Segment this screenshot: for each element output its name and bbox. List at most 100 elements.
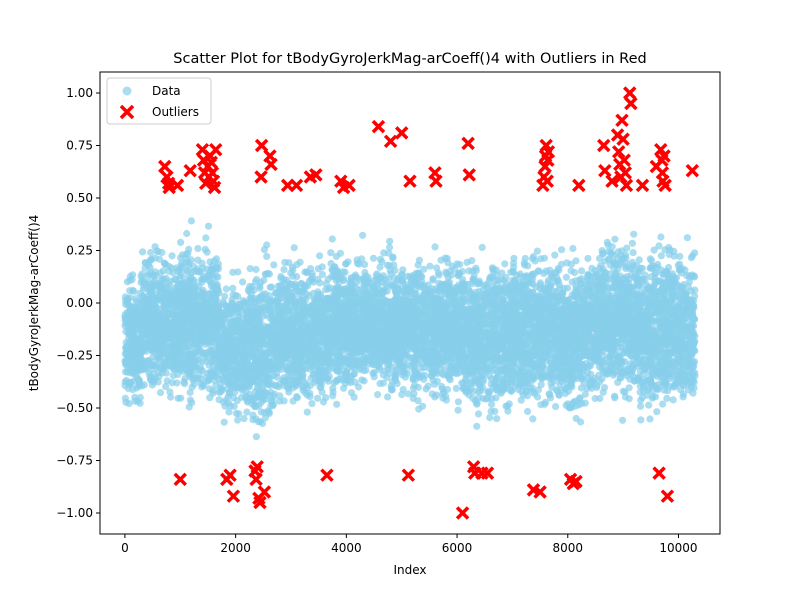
data-point: [194, 344, 202, 352]
data-point: [184, 309, 192, 317]
data-point: [350, 370, 358, 378]
data-point: [364, 319, 372, 327]
data-point: [195, 327, 203, 335]
data-point: [332, 252, 340, 261]
data-point: [348, 321, 356, 329]
data-point: [318, 263, 326, 271]
data-point: [265, 375, 273, 383]
data-point: [211, 295, 219, 303]
data-point: [289, 322, 297, 330]
data-point: [225, 408, 233, 416]
data-point: [360, 367, 368, 375]
data-point: [236, 320, 244, 328]
data-point: [358, 376, 366, 384]
data-point: [299, 382, 307, 391]
data-point: [283, 383, 291, 391]
data-point: [335, 358, 343, 366]
data-point: [387, 270, 395, 278]
data-point: [319, 398, 328, 406]
data-point: [253, 369, 261, 377]
data-point: [300, 365, 308, 374]
data-point: [196, 308, 204, 316]
data-point: [339, 332, 347, 340]
data-point: [233, 397, 241, 405]
data-point: [151, 254, 159, 262]
data-point: [370, 335, 378, 343]
data-point: [402, 285, 410, 293]
data-point: [271, 311, 279, 319]
data-point: [206, 394, 214, 402]
data-point: [164, 311, 172, 319]
data-point: [254, 331, 262, 339]
data-point: [263, 360, 271, 368]
data-point: [341, 376, 349, 384]
data-point: [442, 268, 450, 276]
data-point: [156, 389, 165, 397]
data-point: [181, 274, 189, 282]
data-point: [125, 329, 133, 337]
data-point: [176, 351, 184, 359]
data-point: [229, 381, 237, 389]
data-point: [140, 381, 148, 389]
data-point: [350, 393, 358, 401]
data-point: [128, 303, 136, 311]
data-point: [289, 346, 297, 354]
data-point: [249, 353, 257, 361]
data-point: [277, 326, 286, 334]
data-point: [391, 374, 399, 382]
data-point: [131, 353, 139, 361]
data-point: [146, 360, 154, 368]
data-point: [435, 271, 443, 279]
data-points: [121, 217, 699, 441]
data-point: [371, 295, 379, 303]
data-point: [331, 298, 339, 306]
data-point: [166, 388, 174, 396]
data-point: [190, 276, 198, 284]
data-point: [209, 332, 217, 340]
data-point: [256, 388, 264, 396]
data-point: [331, 263, 339, 272]
data-point: [182, 336, 190, 345]
data-point: [376, 263, 384, 271]
data-point: [348, 363, 356, 371]
data-point: [330, 273, 338, 281]
data-point: [147, 248, 155, 257]
data-point: [270, 261, 278, 269]
data-point: [191, 363, 199, 371]
data-point: [171, 334, 179, 342]
data-point: [165, 280, 173, 288]
data-point: [262, 389, 270, 397]
data-point: [363, 354, 372, 362]
data-point: [263, 241, 271, 249]
data-point: [165, 289, 173, 297]
data-point: [287, 372, 295, 380]
data-point: [385, 262, 393, 270]
data-point: [162, 369, 170, 377]
data-point: [414, 383, 422, 391]
data-point: [351, 292, 359, 301]
data-point: [278, 288, 287, 296]
data-point: [341, 318, 349, 326]
data-point: [183, 229, 191, 238]
data-point: [140, 283, 148, 291]
data-point: [229, 284, 237, 292]
data-point: [398, 391, 406, 399]
data-point: [318, 313, 326, 321]
data-point: [199, 367, 207, 375]
data-point: [323, 375, 331, 383]
data-point: [370, 373, 378, 381]
data-point: [194, 267, 202, 275]
data-point: [387, 382, 395, 390]
data-point: [123, 368, 131, 376]
data-point: [269, 402, 277, 410]
data-point: [149, 353, 157, 361]
data-point: [234, 416, 242, 424]
data-point: [254, 340, 262, 348]
data-point: [263, 252, 271, 260]
data-point: [296, 320, 304, 328]
data-point: [369, 254, 378, 262]
data-point: [143, 323, 151, 332]
data-point: [243, 308, 251, 316]
data-point: [190, 319, 198, 327]
data-point: [384, 393, 392, 401]
